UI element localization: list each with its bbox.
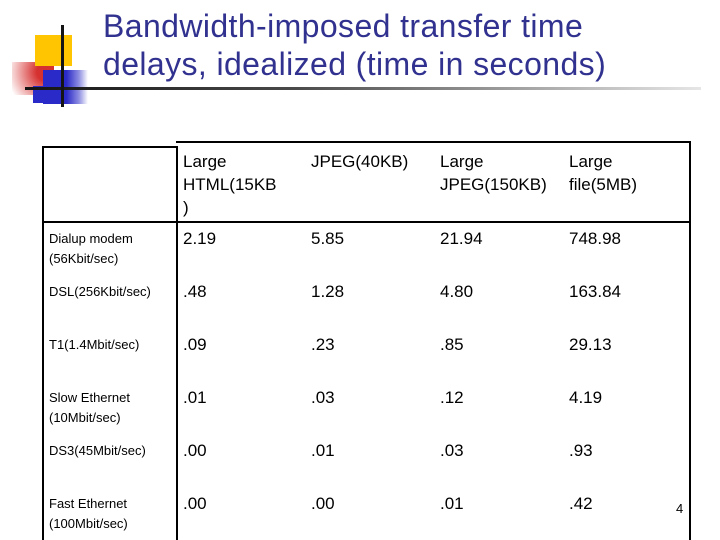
row-label-ds3: DS3(45Mbit/sec) <box>49 443 146 458</box>
transfer-time-table: Large HTML(15KB ) JPEG(40KB) Large JPEG(… <box>42 141 690 540</box>
value-cell: 163.84 <box>569 282 621 301</box>
column-header-large-jpeg: Large JPEG(150KB) <box>440 152 547 194</box>
value-cell: 2.19 <box>183 229 217 248</box>
value-cell: .85 <box>440 335 464 354</box>
column-header-large-html: Large HTML(15KB ) <box>183 152 277 217</box>
value-cell: .42 <box>569 494 593 513</box>
slide-title-line-2: delays, idealized (time in seconds) <box>103 46 607 82</box>
value-cell: 1.28 <box>311 282 345 301</box>
row-label-t1: T1(1.4Mbit/sec) <box>49 337 140 352</box>
value-cell: .09 <box>183 335 207 354</box>
value-cell: 4.19 <box>569 388 603 407</box>
value-cell: .03 <box>311 388 335 407</box>
table-left-border <box>42 146 44 540</box>
value-cell: .00 <box>183 494 207 513</box>
ornament-yellow-square <box>35 35 72 66</box>
value-cell: .93 <box>569 441 593 460</box>
value-cell: 5.85 <box>311 229 345 248</box>
value-cell: .01 <box>183 388 207 407</box>
row-label-slow-ethernet: Slow Ethernet (10Mbit/sec) <box>49 390 130 425</box>
value-cell: .01 <box>311 441 335 460</box>
column-header-jpeg-40kb: JPEG(40KB) <box>311 152 409 171</box>
table-top-border-first-col <box>42 146 178 148</box>
value-cell: 29.13 <box>569 335 612 354</box>
column-header-connection <box>42 141 176 222</box>
row-label-dialup: Dialup modem (56Kbit/sec) <box>49 231 133 266</box>
value-cell: .23 <box>311 335 335 354</box>
value-cell: 4.80 <box>440 282 474 301</box>
table-right-border <box>689 141 691 540</box>
value-cell: .00 <box>311 494 335 513</box>
table-top-border <box>176 141 691 143</box>
value-cell: 21.94 <box>440 229 483 248</box>
page-number: 4 <box>676 501 684 516</box>
value-cell: .03 <box>440 441 464 460</box>
table-header-separator <box>42 221 691 223</box>
ornament-vertical-line <box>61 25 64 107</box>
column-header-large-file: Large file(5MB) <box>569 152 638 194</box>
ornament-blue-small-square <box>33 86 54 103</box>
value-cell: .12 <box>440 388 464 407</box>
value-cell: .00 <box>183 441 207 460</box>
slide-title-line-1: Bandwidth-imposed transfer time <box>103 8 584 44</box>
row-label-fast-ethernet: Fast Ethernet (100Mbit/sec) <box>49 496 128 531</box>
title-underline <box>25 87 701 90</box>
value-cell: .48 <box>183 282 207 301</box>
row-label-dsl: DSL(256Kbit/sec) <box>49 284 151 299</box>
value-cell: .01 <box>440 494 464 513</box>
slide-title: Bandwidth-imposed transfer time delays, … <box>103 7 715 83</box>
table-label-column-divider <box>176 146 178 540</box>
value-cell: 748.98 <box>569 229 621 248</box>
